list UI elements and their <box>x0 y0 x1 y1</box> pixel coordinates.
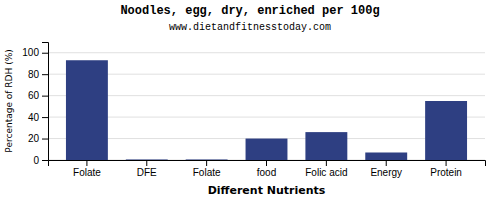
x-tick-label: food <box>257 167 276 178</box>
y-tick-mark <box>42 74 48 75</box>
bar <box>126 159 168 160</box>
x-axis: Folate DFE Folate food Folic acid Energy Prote… <box>49 160 486 178</box>
x-tick: Folic acid <box>305 160 347 178</box>
y-tick-label: 20 <box>28 133 40 144</box>
bar <box>305 132 347 160</box>
y-tick: 60 <box>28 90 48 101</box>
y-tick: 100 <box>22 47 48 58</box>
y-tick-label: 80 <box>28 69 40 80</box>
y-tick-mark <box>42 117 48 118</box>
x-tick: Folate <box>193 160 221 178</box>
y-tick: 40 <box>28 112 48 123</box>
y-tick-label: 100 <box>22 47 39 58</box>
x-tick-mark <box>386 160 387 166</box>
x-tick-mark <box>446 160 447 166</box>
x-tick-label: Energy <box>370 167 402 178</box>
chart: 0 20 40 60 80 100 Folate DFE Folate food Folic aci… <box>0 0 500 200</box>
x-axis-line <box>49 161 486 167</box>
y-axis-title: Percentage of RDH (%) <box>4 49 14 152</box>
y-tick-label: 40 <box>28 112 40 123</box>
bar <box>186 159 228 160</box>
bar <box>365 152 407 160</box>
x-tick-label: Folate <box>73 167 101 178</box>
y-tick-label: 0 <box>33 155 39 166</box>
x-tick-mark <box>86 160 87 166</box>
x-tick: DFE <box>137 160 157 178</box>
x-tick-mark <box>266 160 267 166</box>
x-tick: Energy <box>370 160 402 178</box>
x-tick-label: Folate <box>193 167 221 178</box>
x-tick-label: DFE <box>137 167 157 178</box>
bar <box>246 139 288 160</box>
x-tick-label: Folic acid <box>305 167 347 178</box>
x-tick-mark <box>146 160 147 166</box>
y-tick-mark <box>42 53 48 54</box>
x-axis-title: Different Nutrients <box>208 184 326 197</box>
y-tick: 20 <box>28 133 48 144</box>
bar <box>425 101 467 160</box>
chart-container: 0 20 40 60 80 100 Folate DFE Folate food Folic aci… <box>0 0 500 200</box>
grid-line <box>48 95 485 96</box>
x-tick: Protein <box>430 160 462 178</box>
subtitle: www.dietandfitnesstoday.com <box>169 22 331 33</box>
x-tick-label: Protein <box>430 167 462 178</box>
grid-line <box>48 117 485 118</box>
y-axis: 0 20 40 60 80 100 <box>22 43 48 166</box>
bar <box>66 60 108 160</box>
y-tick-mark <box>42 160 48 161</box>
bars <box>66 60 467 160</box>
x-tick: Folate <box>73 160 101 178</box>
y-tick: 80 <box>28 69 48 80</box>
x-tick-mark <box>206 160 207 166</box>
y-axis-line <box>42 43 49 161</box>
title: Noodles, egg, dry, enriched per 100g <box>120 4 379 18</box>
y-tick: 0 <box>33 155 48 166</box>
grid-line <box>48 52 485 53</box>
x-tick: food <box>257 160 276 178</box>
grid <box>48 53 485 160</box>
y-tick-mark <box>42 139 48 140</box>
y-tick-label: 60 <box>28 90 40 101</box>
x-tick-mark <box>326 160 327 166</box>
y-tick-mark <box>42 96 48 97</box>
grid-line <box>48 74 485 75</box>
